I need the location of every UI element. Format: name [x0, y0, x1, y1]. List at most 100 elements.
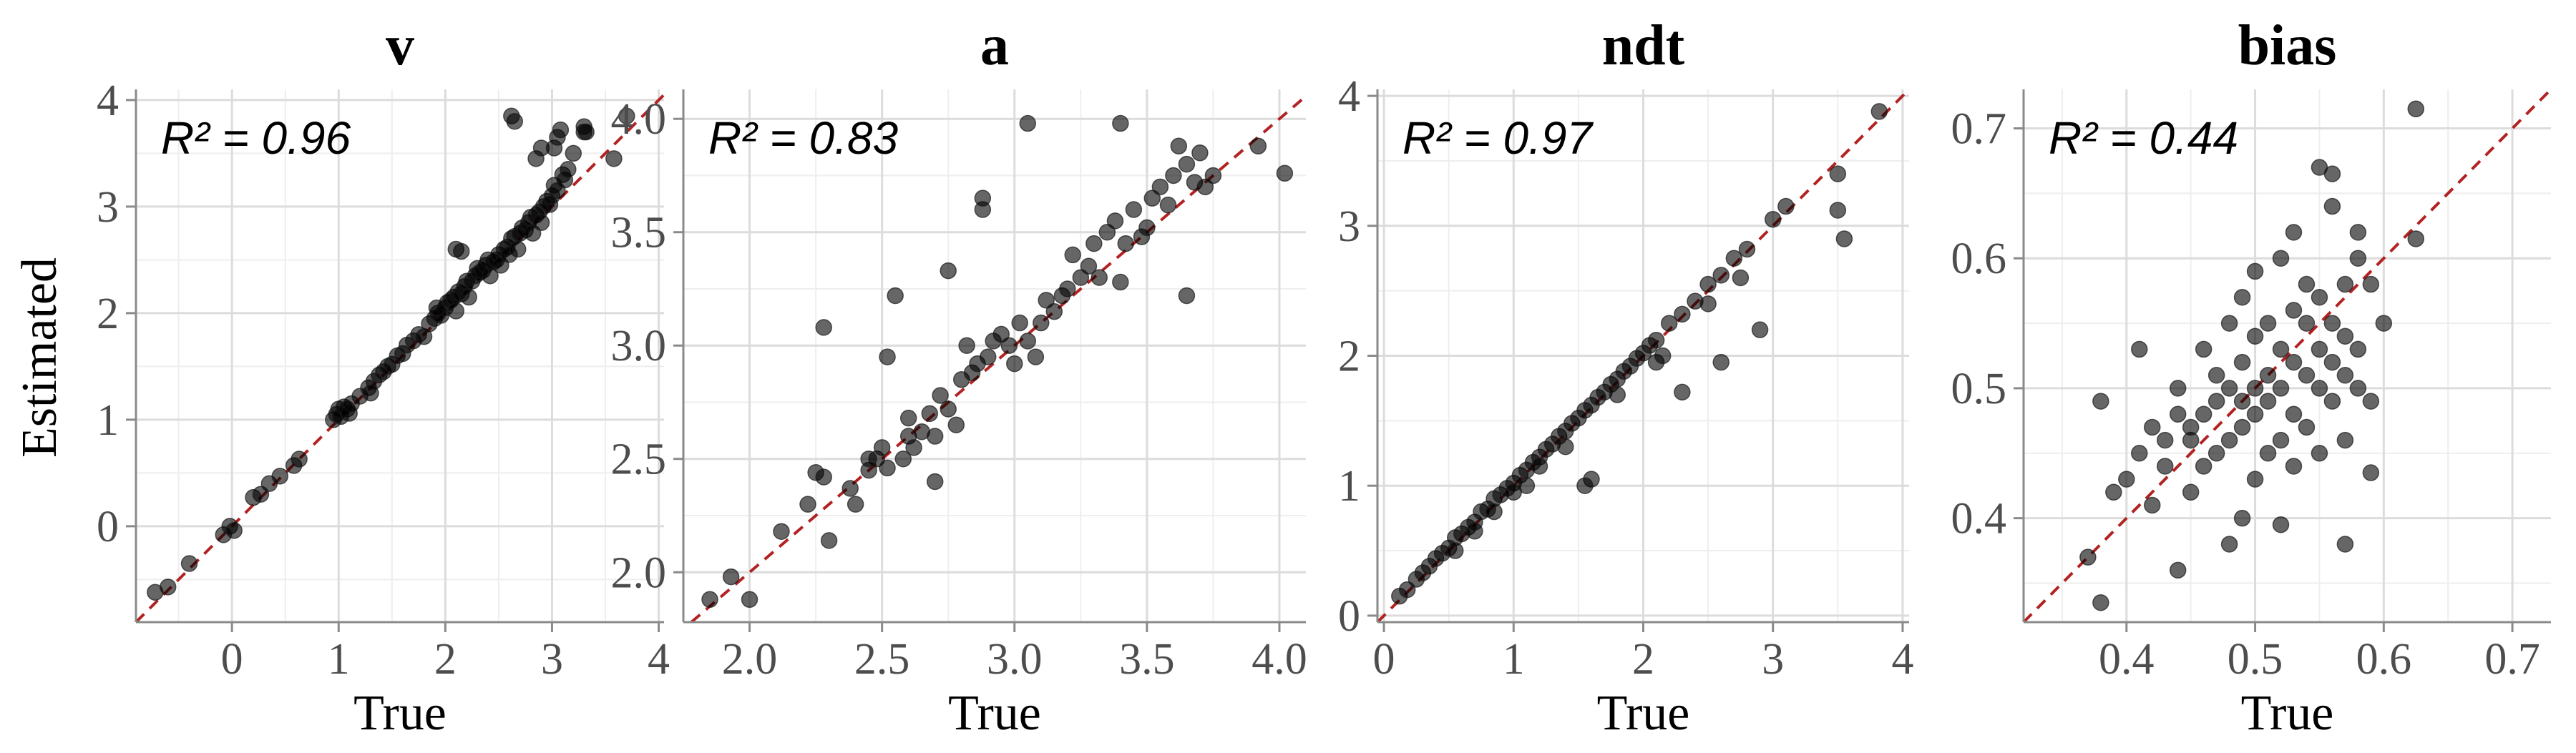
- data-point: [1518, 477, 1536, 494]
- data-point: [1485, 503, 1503, 521]
- x-axis-title: True: [353, 686, 447, 741]
- y-tick-label: 4.0: [611, 95, 667, 144]
- data-point: [2285, 353, 2303, 371]
- data-point: [2298, 315, 2316, 332]
- data-point: [1011, 314, 1028, 332]
- data-point: [2259, 445, 2277, 462]
- panel-v: 0 1 2 3 4 0 1 2 3 4 v True R² = 0.96: [97, 14, 670, 741]
- data-point: [1870, 103, 1888, 120]
- data-point: [1196, 178, 1214, 196]
- data-point: [1835, 230, 1853, 247]
- data-point: [2323, 393, 2341, 410]
- x-tick-label: 0.7: [2484, 635, 2540, 684]
- y-tick-label: 3.0: [611, 322, 667, 370]
- data-point: [879, 348, 896, 365]
- y-tick-label: 0.4: [1951, 495, 2007, 543]
- data-point: [2259, 315, 2277, 332]
- panel-ndt: 0 1 2 3 4 0 1 2 3 4 ndt True R² = 0.97: [1338, 14, 1913, 741]
- data-point: [2195, 405, 2212, 423]
- data-point: [873, 439, 891, 456]
- data-point: [2220, 431, 2238, 449]
- data-point: [2207, 445, 2225, 462]
- x-tick-label: 0.5: [2228, 635, 2283, 684]
- panel-title: ndt: [1602, 14, 1685, 77]
- data-point: [1557, 438, 1574, 456]
- data-point: [799, 496, 816, 513]
- data-point: [506, 112, 524, 130]
- data-point: [1531, 458, 1548, 475]
- y-tick-label: 2.0: [611, 548, 667, 597]
- y-tick-label: 2.5: [611, 435, 667, 484]
- data-point: [2220, 536, 2238, 553]
- data-point: [820, 532, 838, 549]
- data-point: [565, 144, 582, 162]
- data-point: [815, 319, 832, 336]
- data-point: [1446, 542, 1464, 559]
- data-point: [899, 409, 917, 427]
- data-point: [2220, 380, 2238, 397]
- data-point: [974, 190, 992, 207]
- data-point: [940, 262, 957, 280]
- data-point: [815, 468, 832, 486]
- x-tick-label: 2.5: [854, 635, 910, 684]
- data-point: [2105, 483, 2122, 501]
- data-point: [940, 400, 957, 418]
- x-tick-label: 0.4: [2099, 635, 2155, 684]
- y-axis-title: Estimated: [12, 257, 67, 458]
- data-point: [2349, 380, 2367, 397]
- data-point: [605, 150, 623, 167]
- data-point: [1038, 292, 1055, 309]
- data-point: [291, 451, 308, 468]
- data-point: [773, 523, 790, 540]
- data-point: [1654, 347, 1672, 365]
- data-point: [2092, 594, 2109, 611]
- data-point: [1033, 314, 1050, 332]
- data-point: [2118, 471, 2135, 488]
- data-point: [894, 450, 912, 468]
- data-point: [2336, 536, 2354, 553]
- data-point: [2272, 340, 2290, 358]
- data-point: [2195, 458, 2212, 475]
- data-point: [2349, 224, 2367, 241]
- x-tick-label: 2: [434, 635, 457, 684]
- data-point: [921, 405, 939, 423]
- data-point: [992, 325, 1010, 343]
- data-point: [1019, 333, 1037, 350]
- data-point: [841, 480, 859, 497]
- data-point: [1738, 240, 1756, 258]
- data-point: [1764, 210, 1782, 228]
- data-point: [2285, 302, 2303, 319]
- x-tick-label: 1: [328, 635, 350, 684]
- data-point: [2156, 458, 2174, 475]
- x-axis-title: True: [2241, 686, 2334, 741]
- data-point: [2362, 464, 2380, 481]
- data-point: [1466, 523, 1483, 540]
- data-point: [2131, 445, 2148, 462]
- data-point: [1732, 269, 1750, 287]
- data-point: [2298, 418, 2316, 436]
- r-squared-annotation: R² = 0.97: [1402, 112, 1594, 164]
- data-point: [2407, 230, 2425, 247]
- data-point: [1159, 196, 1177, 214]
- y-tick-label: 4: [97, 77, 119, 125]
- x-tick-label: 0: [1373, 635, 1395, 684]
- data-point: [1178, 155, 1196, 173]
- y-tick-label: 2: [97, 290, 119, 338]
- data-point: [428, 299, 446, 317]
- data-point: [2272, 431, 2290, 449]
- data-point: [1059, 280, 1076, 297]
- data-point: [2169, 405, 2187, 423]
- data-point: [447, 302, 465, 320]
- data-point: [159, 579, 177, 596]
- data-point: [947, 416, 965, 433]
- data-point: [509, 240, 527, 258]
- data-point: [2131, 340, 2148, 358]
- data-point: [2207, 367, 2225, 384]
- data-point: [1112, 114, 1129, 132]
- data-point: [1019, 114, 1037, 132]
- data-point: [1064, 246, 1081, 264]
- x-tick-label: 2: [1632, 635, 1654, 684]
- y-tick-label: 2: [1338, 333, 1360, 381]
- x-tick-label: 3.0: [987, 635, 1043, 684]
